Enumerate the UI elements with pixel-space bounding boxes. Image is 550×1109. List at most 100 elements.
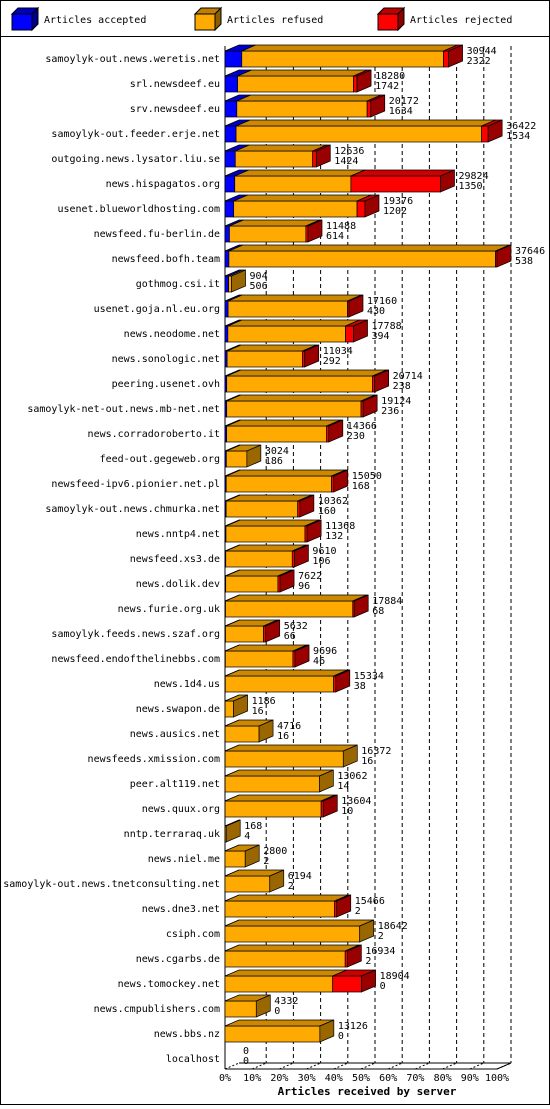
y-tick-label: news.furie.org.uk	[118, 604, 220, 615]
bar-top	[227, 395, 375, 401]
bar-front	[242, 51, 444, 67]
bar-top	[226, 520, 319, 526]
x-tick-label: 40%	[325, 1073, 343, 1084]
accepted-label: 1350	[458, 181, 482, 192]
x-axis-label: Articles received by server	[278, 1085, 457, 1098]
bar-front	[226, 476, 331, 492]
bar-front	[444, 51, 449, 67]
bar-front	[225, 951, 345, 967]
accepted-label: 46	[313, 656, 325, 667]
y-tick-label: usenet.blueworldhosting.com	[57, 204, 220, 215]
accepted-label: 2	[263, 856, 269, 867]
accepted-label: 16	[252, 706, 264, 717]
bar-segment	[234, 195, 371, 217]
accepted-label: 2322	[467, 56, 491, 67]
x-tick-label: 20%	[270, 1073, 288, 1084]
bar-front	[225, 751, 343, 767]
bar-top	[225, 670, 347, 676]
bar-segment	[236, 120, 496, 142]
bar-segment	[225, 1020, 334, 1042]
y-tick-label: news.swapon.de	[136, 704, 220, 715]
y-tick-label: usenet.goja.nl.eu.org	[94, 304, 220, 315]
y-tick-label: news.1d4.us	[154, 679, 220, 690]
y-tick-label: samoylyk-net-out.news.mb-net.net	[27, 404, 220, 415]
y-tick-label: srl.newsdeef.eu	[130, 79, 220, 90]
bar-top	[235, 170, 365, 176]
bar-front	[225, 101, 237, 117]
bar-front	[351, 176, 441, 192]
y-tick-label: news.neodome.net	[124, 329, 220, 340]
bar-front	[225, 326, 228, 342]
y-tick-label: samoylyk-out.news.weretis.net	[45, 54, 220, 65]
y-tick-label: news.sonologic.net	[112, 354, 220, 365]
bar-top	[225, 770, 333, 776]
bar-front	[225, 1001, 256, 1017]
bar-segment	[227, 395, 375, 417]
accepted-label: 68	[372, 606, 384, 617]
y-tick-label: peer.alt119.net	[130, 779, 220, 790]
bar-segment	[235, 170, 365, 192]
accepted-label: 4	[244, 831, 250, 842]
bar-front	[353, 76, 357, 92]
y-tick-label: news.quux.org	[142, 804, 220, 815]
bar-front	[225, 601, 352, 617]
bar-top	[227, 345, 316, 351]
y-tick-label: news.dne3.net	[142, 904, 220, 915]
bar-segment	[225, 920, 374, 942]
bar-front	[225, 76, 238, 92]
bar-front	[482, 126, 489, 142]
bar-front	[235, 176, 351, 192]
bar-top	[229, 245, 510, 251]
bar-front	[225, 801, 321, 817]
accepted-label: 0	[243, 1056, 249, 1067]
bar-front	[225, 726, 259, 742]
bar-front	[225, 626, 263, 642]
legend-swatch	[195, 14, 215, 30]
legend-label: Articles refused	[227, 15, 323, 26]
bar-segment	[229, 245, 510, 267]
bar-front	[225, 676, 333, 692]
x-tick-label: 80%	[434, 1073, 452, 1084]
bar-front	[346, 326, 354, 342]
bar-top	[225, 595, 366, 601]
accepted-label: 236	[381, 406, 399, 417]
y-tick-label: news.bbs.nz	[154, 1029, 220, 1040]
bar-front	[225, 976, 333, 992]
accepted-label: 160	[318, 506, 336, 517]
bar-front	[229, 251, 496, 267]
y-tick-label: news.dolik.dev	[136, 579, 220, 590]
bar-front	[229, 276, 232, 292]
bar-segment	[238, 70, 368, 92]
bar-front	[225, 276, 229, 292]
accepted-label: 186	[265, 456, 283, 467]
y-tick-label: samoylyk.feeds.news.szaf.org	[51, 629, 220, 640]
accepted-label: 2	[365, 956, 371, 967]
y-tick-label: news.nntp4.net	[136, 529, 220, 540]
bar-top	[225, 1020, 334, 1026]
bar-front	[227, 401, 361, 417]
bar-front	[228, 326, 346, 342]
bar-segment	[225, 595, 366, 617]
bar-segment	[225, 970, 347, 992]
bar-front	[225, 701, 233, 717]
bar-front	[236, 126, 482, 142]
accepted-label: 0	[274, 1006, 280, 1017]
y-tick-label: nntp.terraraq.uk	[124, 829, 220, 840]
accepted-label: 614	[326, 231, 344, 242]
bar-top	[236, 120, 496, 126]
y-tick-label: news.hispagatos.org	[106, 179, 220, 190]
bar-top	[225, 895, 349, 901]
x-tick-label: 70%	[406, 1073, 424, 1084]
accepted-label: 1742	[375, 81, 399, 92]
bar-front	[235, 151, 312, 167]
y-tick-label: news.corradoroberto.it	[88, 429, 220, 440]
y-tick-label: feed-out.gegeweb.org	[100, 454, 220, 465]
bar-front	[234, 201, 357, 217]
y-tick-label: samoylyk-out.news.tnetconsulting.net	[3, 879, 220, 890]
bar-front	[227, 351, 302, 367]
bar-front	[226, 526, 305, 542]
y-tick-label: newsfeed.xs3.de	[130, 554, 220, 565]
y-tick-label: news.cmpublishers.com	[94, 1004, 220, 1015]
bar-segment	[225, 895, 349, 917]
